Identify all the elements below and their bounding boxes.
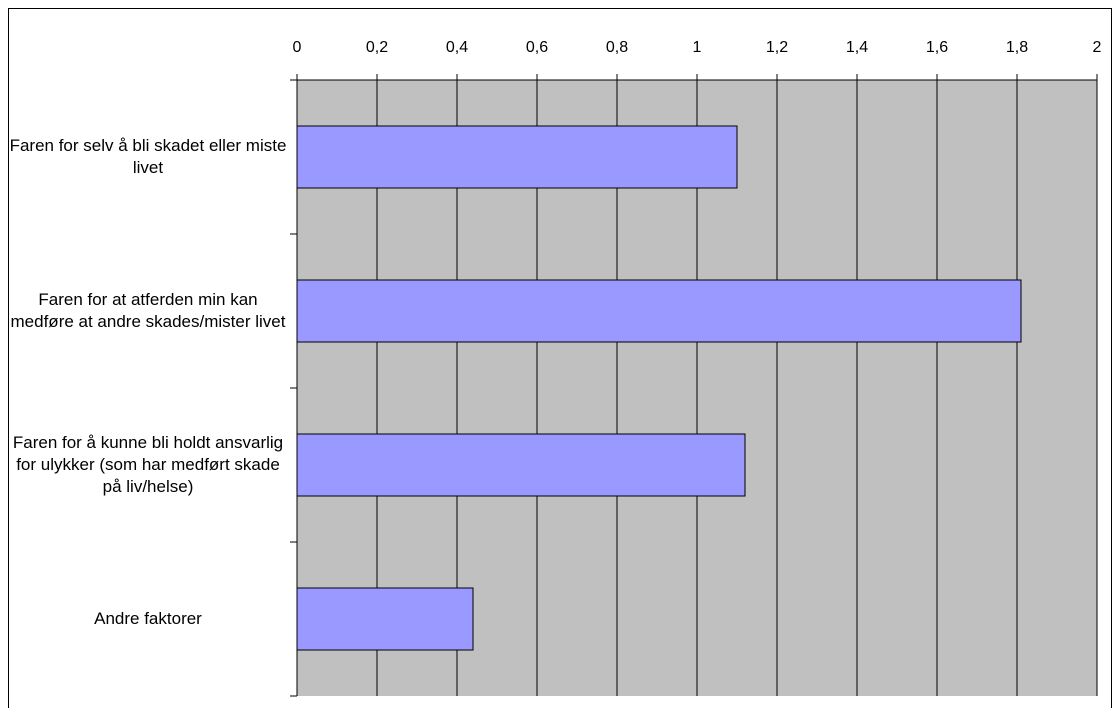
category-label: Faren for å kunne bli holdt ansvarlig fo… bbox=[12, 433, 284, 496]
x-tick-label: 1 bbox=[693, 39, 702, 56]
x-tick-label: 0 bbox=[293, 39, 302, 56]
x-tick-label: 2 bbox=[1093, 39, 1102, 56]
x-tick-label: 0,6 bbox=[526, 39, 548, 56]
category-label: Faren for at atferden min kan medføre at… bbox=[10, 290, 286, 331]
x-tick-label: 0,8 bbox=[606, 39, 628, 56]
bar bbox=[296, 279, 1022, 343]
bar bbox=[296, 125, 738, 189]
x-tick-label: 1,2 bbox=[766, 39, 788, 56]
x-tick-label: 1,4 bbox=[846, 39, 868, 56]
category-label: Andre faktorer bbox=[94, 609, 202, 628]
x-tick-label: 1,6 bbox=[926, 39, 948, 56]
bar bbox=[296, 433, 746, 497]
bar bbox=[296, 587, 474, 651]
x-tick-label: 0,2 bbox=[366, 39, 388, 56]
x-tick-label: 1,8 bbox=[1006, 39, 1028, 56]
category-label: Faren for selv å bli skadet eller miste … bbox=[9, 136, 287, 177]
x-tick-label: 0,4 bbox=[446, 39, 468, 56]
